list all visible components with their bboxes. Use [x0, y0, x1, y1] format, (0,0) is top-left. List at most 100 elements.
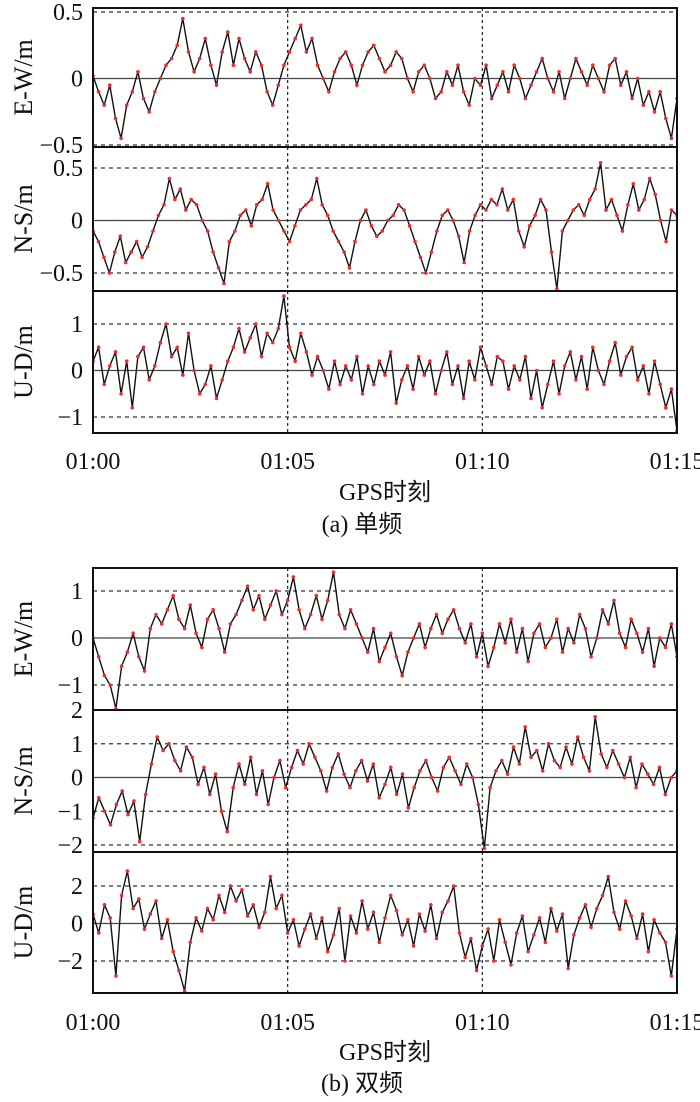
data-point: [669, 208, 674, 212]
y-tick-label: 1: [71, 732, 83, 758]
y-tick-label: 1: [71, 312, 83, 338]
data-point: [391, 213, 396, 218]
data-point: [400, 673, 405, 678]
data-point: [249, 224, 254, 228]
data-point: [637, 208, 641, 212]
panel-frame: [92, 851, 678, 994]
data-point: [377, 940, 382, 945]
data-point: [593, 715, 597, 719]
data-point: [365, 779, 370, 783]
data-point: [514, 931, 519, 935]
data-point: [96, 931, 101, 935]
data-point: [602, 382, 606, 387]
data-point: [516, 229, 521, 233]
data-point: [669, 622, 674, 626]
data-point: [145, 245, 150, 249]
data-point: [620, 229, 625, 233]
data-point: [354, 769, 358, 773]
data-point: [577, 916, 582, 920]
data-point: [159, 622, 164, 626]
data-point: [518, 76, 522, 81]
data-point: [260, 197, 265, 202]
data-point: [291, 575, 296, 579]
data-point: [484, 364, 488, 368]
data-point: [446, 617, 450, 621]
data-point: [669, 387, 674, 391]
data-point: [575, 735, 580, 739]
panel-ewm: 1 0 −1 E-W/m: [9, 567, 678, 711]
data-point: [360, 63, 365, 67]
data-point: [132, 799, 136, 803]
data-point: [478, 345, 483, 350]
data-point: [245, 914, 250, 918]
data-point: [377, 56, 382, 61]
data-point: [211, 250, 215, 254]
data-point: [451, 608, 456, 612]
data-point: [658, 382, 662, 387]
data-point: [489, 197, 494, 202]
data-point: [377, 359, 382, 364]
data-point: [203, 382, 208, 387]
data-point: [418, 255, 423, 260]
data-point: [383, 645, 387, 650]
data-point: [131, 906, 135, 911]
data-point: [511, 745, 516, 749]
data-point: [129, 250, 133, 254]
data-point: [532, 933, 536, 937]
data-point: [623, 899, 628, 903]
y-tick-label: −1: [57, 405, 83, 431]
data-point: [467, 359, 472, 364]
data-point: [347, 266, 352, 270]
data-point: [416, 70, 421, 74]
y-tick-label: 0.5: [53, 156, 83, 182]
data-point: [486, 927, 490, 931]
data-point: [506, 90, 511, 94]
data-point: [321, 368, 326, 373]
data-point: [540, 56, 544, 61]
data-point: [562, 96, 567, 101]
data-point: [534, 70, 539, 74]
data-point: [240, 598, 244, 603]
data-point: [640, 912, 645, 916]
data-point: [125, 650, 130, 654]
data-point: [604, 208, 608, 212]
y-tick-label: −2: [57, 833, 83, 859]
data-point: [219, 809, 224, 814]
data-point: [623, 645, 628, 650]
data-point: [599, 752, 603, 756]
data-point: [113, 250, 117, 254]
data-point: [495, 203, 499, 207]
data-point: [647, 90, 651, 94]
data-point: [158, 340, 163, 345]
data-point: [371, 910, 376, 915]
data-point: [108, 916, 112, 920]
data-point: [303, 626, 307, 631]
data-point: [416, 354, 421, 359]
data-point: [634, 785, 638, 790]
data-point: [182, 626, 187, 631]
data-point: [315, 354, 320, 359]
data-point: [177, 617, 181, 621]
data-point: [137, 655, 141, 659]
data-point: [169, 354, 174, 359]
data-point: [156, 213, 161, 218]
data-point: [546, 742, 551, 746]
data-point: [383, 782, 387, 787]
data-point: [192, 368, 196, 373]
data-point: [181, 373, 185, 377]
data-point: [188, 940, 193, 945]
data-point: [492, 645, 496, 650]
data-point: [609, 197, 614, 202]
data-point: [463, 955, 468, 960]
data-point: [568, 76, 573, 81]
data-point: [216, 266, 221, 270]
data-point: [439, 90, 444, 94]
data-point: [320, 617, 324, 621]
data-point: [119, 893, 124, 898]
data-point: [572, 933, 576, 937]
panel-frame: [92, 290, 678, 434]
data-point: [537, 916, 542, 920]
data-point: [450, 83, 455, 87]
data-point: [407, 224, 412, 228]
data-point: [568, 350, 573, 354]
